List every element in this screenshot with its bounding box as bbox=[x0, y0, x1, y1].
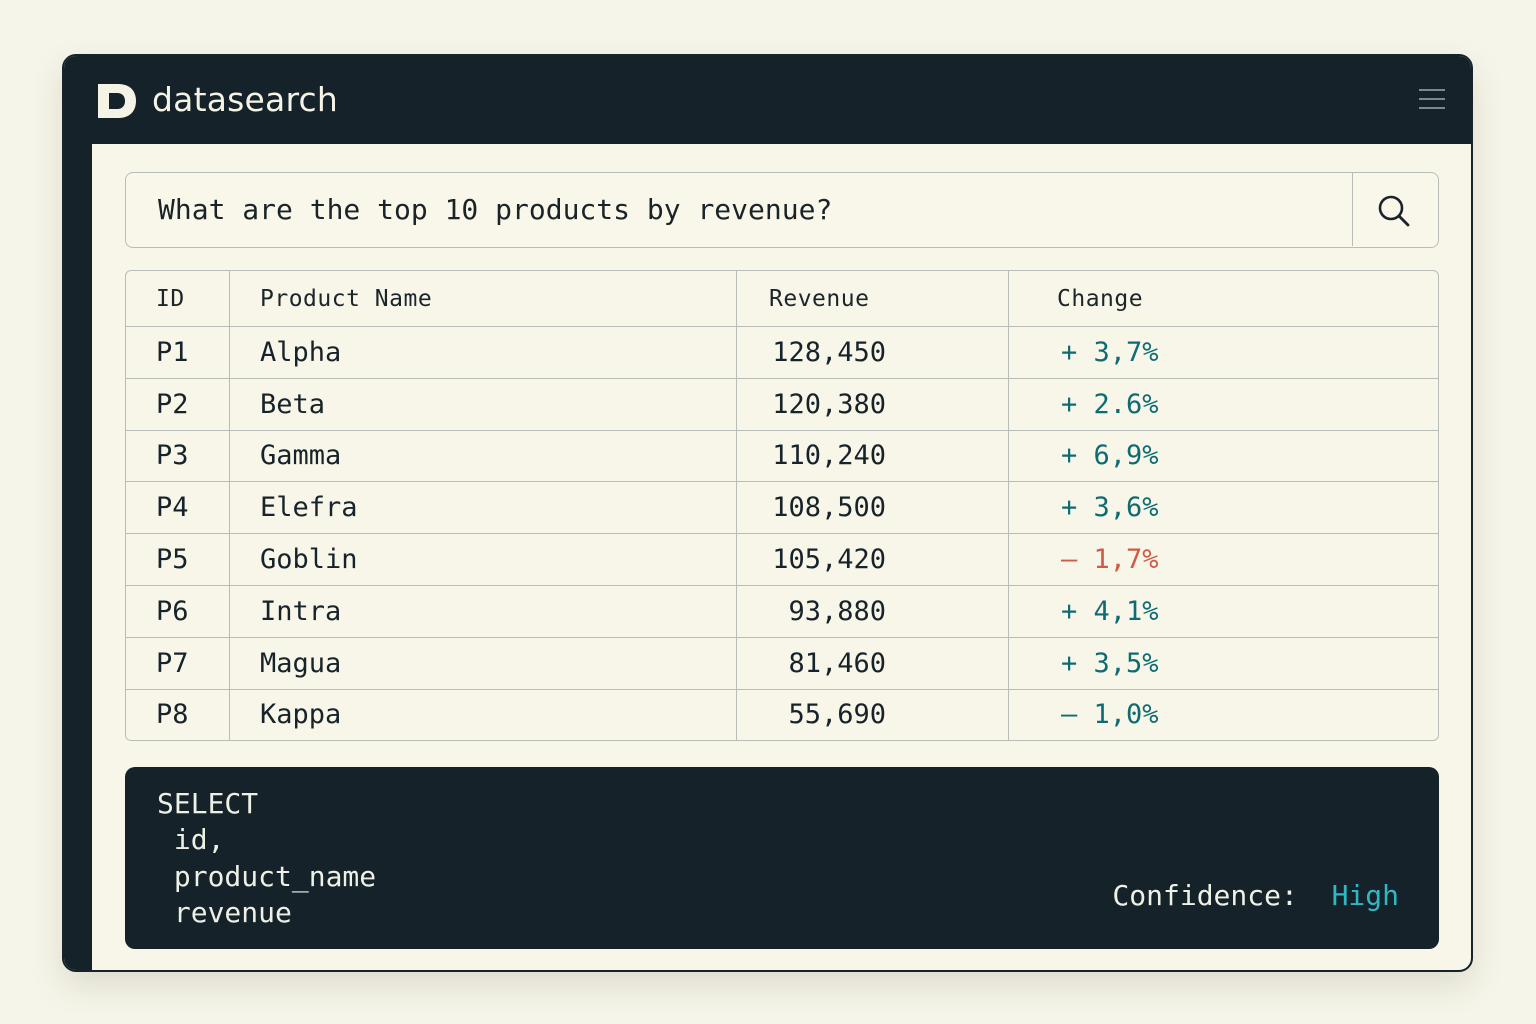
table-row[interactable]: P8 Kappa 55,690 – 1,0% bbox=[126, 689, 1438, 741]
cell-id: P2 bbox=[126, 378, 230, 431]
results-table: ID Product Name Revenue Change P1 Alpha … bbox=[125, 270, 1439, 742]
cell-change: + 4,1% bbox=[1009, 586, 1438, 638]
table-row[interactable]: P1 Alpha 128,450 + 3,7% bbox=[126, 327, 1438, 379]
header-product-name[interactable]: Product Name bbox=[230, 271, 737, 327]
cell-id: P4 bbox=[126, 482, 230, 535]
cell-id: P7 bbox=[126, 637, 230, 690]
cell-change: + 2.6% bbox=[1009, 379, 1438, 431]
cell-revenue: 105,420 bbox=[737, 534, 1009, 586]
cell-change: + 3,7% bbox=[1009, 327, 1438, 379]
cell-revenue: 93,880 bbox=[737, 585, 1009, 638]
cell-change: – 1,7% bbox=[1009, 534, 1438, 586]
cell-product-name: Elefra bbox=[230, 482, 737, 535]
confidence-value: High bbox=[1331, 879, 1399, 912]
cell-id: P5 bbox=[126, 534, 230, 586]
sql-line: id, bbox=[157, 823, 225, 856]
cell-id: P1 bbox=[126, 327, 230, 379]
cell-revenue: 120,380 bbox=[737, 378, 1009, 431]
header-change[interactable]: Change bbox=[1009, 271, 1438, 327]
cell-id: P3 bbox=[126, 430, 230, 483]
sql-panel: SELECT id, product_name revenue Confiden… bbox=[125, 767, 1439, 949]
table-row[interactable]: P6 Intra 93,880 + 4,1% bbox=[126, 585, 1438, 638]
sql-line: product_name bbox=[157, 860, 377, 893]
table-row[interactable]: P4 Elefra 108,500 + 3,6% bbox=[126, 482, 1438, 535]
table-row[interactable]: P7 Magua 81,460 + 3,5% bbox=[126, 637, 1438, 690]
cell-revenue: 55,690 bbox=[737, 689, 1009, 741]
sql-line: SELECT bbox=[157, 787, 259, 820]
sql-line: revenue bbox=[157, 896, 292, 929]
cell-revenue: 110,240 bbox=[737, 430, 1009, 483]
search-input[interactable] bbox=[126, 173, 1352, 246]
app-title: datasearch bbox=[152, 80, 338, 119]
sidebar-strip bbox=[64, 144, 92, 970]
cell-change: – 1,0% bbox=[1061, 699, 1159, 731]
header-id[interactable]: ID bbox=[126, 271, 230, 327]
d-logo-icon bbox=[98, 84, 136, 118]
cell-change: + 6,9% bbox=[1009, 431, 1438, 483]
cell-revenue: 81,460 bbox=[737, 637, 1009, 690]
hamburger-menu-icon[interactable] bbox=[1419, 86, 1445, 110]
cell-revenue: 108,500 bbox=[737, 482, 1009, 535]
cell-id: P6 bbox=[126, 585, 230, 638]
table-header-row: ID Product Name Revenue Change bbox=[126, 271, 1438, 327]
cell-change: + 3,5% bbox=[1009, 638, 1438, 690]
confidence-indicator: Confidence: High bbox=[1112, 879, 1399, 913]
cell-change: + 3,6% bbox=[1009, 482, 1438, 535]
search-bar bbox=[125, 172, 1439, 248]
header-revenue[interactable]: Revenue bbox=[737, 271, 1009, 327]
confidence-label: Confidence: bbox=[1112, 879, 1298, 912]
search-button[interactable] bbox=[1352, 173, 1438, 246]
cell-id: P8 bbox=[126, 689, 230, 741]
cell-revenue: 128,450 bbox=[737, 327, 1009, 379]
cell-product-name: Kappa bbox=[230, 689, 737, 741]
cell-product-name: Alpha bbox=[230, 327, 737, 379]
search-icon bbox=[1378, 195, 1410, 227]
cell-product-name: Intra bbox=[230, 585, 737, 638]
title-bar: datasearch bbox=[64, 56, 1471, 144]
table-row[interactable]: P2 Beta 120,380 + 2.6% bbox=[126, 378, 1438, 431]
cell-product-name: Beta bbox=[230, 378, 737, 431]
cell-product-name: Goblin bbox=[230, 534, 737, 586]
table-row[interactable]: P3 Gamma 110,240 + 6,9% bbox=[126, 430, 1438, 483]
cell-product-name: Magua bbox=[230, 637, 737, 690]
cell-product-name: Gamma bbox=[230, 430, 737, 483]
app-window: datasearch ID Product Name Revenue Chang… bbox=[62, 54, 1473, 972]
table-row[interactable]: P5 Goblin 105,420 – 1,7% bbox=[126, 534, 1438, 586]
